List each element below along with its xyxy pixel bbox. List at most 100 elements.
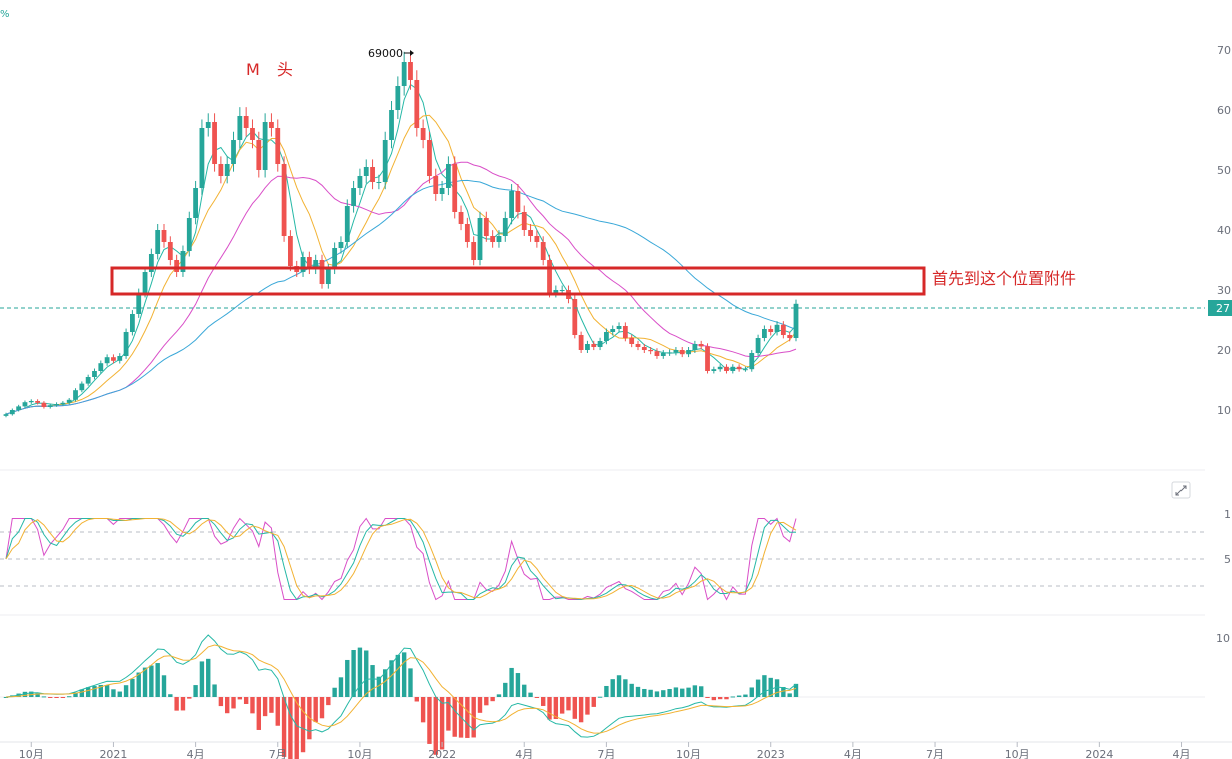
candle — [572, 294, 578, 339]
histogram-bar — [559, 697, 565, 714]
candle-body — [446, 164, 451, 188]
candle-body — [604, 332, 609, 341]
histogram-bar — [755, 679, 761, 697]
candle — [130, 310, 135, 336]
histogram-bar — [768, 677, 773, 697]
candle-body — [717, 366, 723, 370]
expand-icon[interactable] — [1171, 481, 1191, 499]
histogram-bar — [136, 672, 141, 697]
histogram-bar — [117, 691, 122, 697]
candle — [288, 230, 293, 272]
time-tick-label: 10月 — [676, 748, 701, 759]
histogram-bar — [623, 679, 628, 697]
candle — [711, 366, 717, 374]
candle-body — [357, 176, 363, 188]
candle-body — [218, 164, 224, 176]
candle-body — [28, 401, 34, 403]
histogram-bar — [629, 683, 634, 697]
histogram-bar — [730, 696, 735, 698]
price-tick-label: 70 — [1217, 44, 1231, 57]
histogram-bar — [168, 694, 173, 697]
histogram-bar — [243, 697, 249, 704]
candle — [338, 236, 344, 254]
candle — [231, 131, 236, 172]
candle-body — [780, 324, 786, 335]
candle-body — [692, 344, 698, 350]
histogram-bar — [300, 697, 306, 753]
candle — [3, 412, 9, 418]
candle — [534, 230, 540, 248]
zone-annotation-text: 首先到这个位置附件 — [932, 269, 1076, 288]
candle — [635, 340, 641, 351]
candle-body — [408, 62, 413, 80]
candle — [717, 364, 723, 372]
candle-body — [41, 402, 47, 407]
histogram-bar — [250, 697, 255, 714]
candle-body — [142, 272, 148, 293]
candle — [98, 360, 104, 374]
candle — [433, 168, 439, 201]
candle — [237, 107, 243, 149]
candle-body — [130, 314, 135, 332]
candle-body — [325, 269, 331, 284]
time-tick-label: 2023 — [757, 748, 785, 759]
histogram-bar — [414, 697, 419, 702]
candle — [755, 334, 761, 356]
histogram-tick-label: 10 — [1216, 632, 1230, 645]
candle-body — [540, 242, 546, 260]
histogram-bar — [408, 668, 413, 697]
candle — [148, 248, 154, 277]
histogram-bar — [155, 663, 160, 697]
candle — [319, 254, 325, 289]
candle — [724, 364, 729, 374]
candle-body — [534, 236, 540, 242]
histogram-bar — [199, 661, 205, 697]
current-price-tag — [1208, 300, 1232, 316]
candle — [787, 331, 793, 342]
candle — [218, 156, 224, 184]
candle — [439, 180, 445, 201]
candle — [452, 156, 458, 219]
histogram-bar — [446, 697, 451, 731]
candle — [502, 211, 508, 242]
histogram-bar — [541, 697, 546, 706]
percent-mode-indicator[interactable]: % — [0, 9, 10, 20]
candle — [660, 350, 666, 359]
time-tick-label: 2024 — [1085, 748, 1113, 759]
candle-body — [749, 353, 755, 370]
candle-body — [306, 257, 312, 269]
candle-body — [180, 251, 186, 272]
candle-body — [591, 344, 597, 347]
candle — [477, 211, 483, 266]
histogram-bar — [496, 694, 502, 697]
candle-body — [136, 293, 142, 314]
candle-body — [559, 290, 565, 291]
histogram-bar — [142, 667, 148, 697]
candle-body — [256, 140, 262, 170]
candle — [743, 366, 748, 372]
histogram-bar — [256, 697, 261, 730]
histogram-bar — [465, 697, 470, 738]
histogram-bar — [724, 697, 729, 700]
candle-body — [344, 206, 350, 242]
histogram-bar — [781, 686, 786, 697]
histogram-bar — [288, 697, 293, 759]
time-tick-label: 10月 — [347, 748, 372, 759]
oscillator-k-line — [5, 518, 796, 601]
candle — [161, 224, 167, 248]
candle — [85, 374, 91, 386]
histogram-bar — [604, 685, 609, 697]
candle-body — [16, 406, 22, 410]
candle-body — [483, 218, 489, 236]
histogram-panel: 10 — [0, 632, 1230, 759]
histogram-bar — [326, 697, 331, 706]
ma-very-long-line — [5, 179, 797, 415]
price-tick-label: 10 — [1217, 404, 1231, 417]
histogram-bar — [345, 659, 350, 697]
candle — [66, 398, 72, 405]
candle-body — [79, 383, 85, 391]
candle-body — [427, 140, 432, 176]
histogram-bar — [420, 697, 426, 723]
candle-body — [243, 116, 249, 128]
